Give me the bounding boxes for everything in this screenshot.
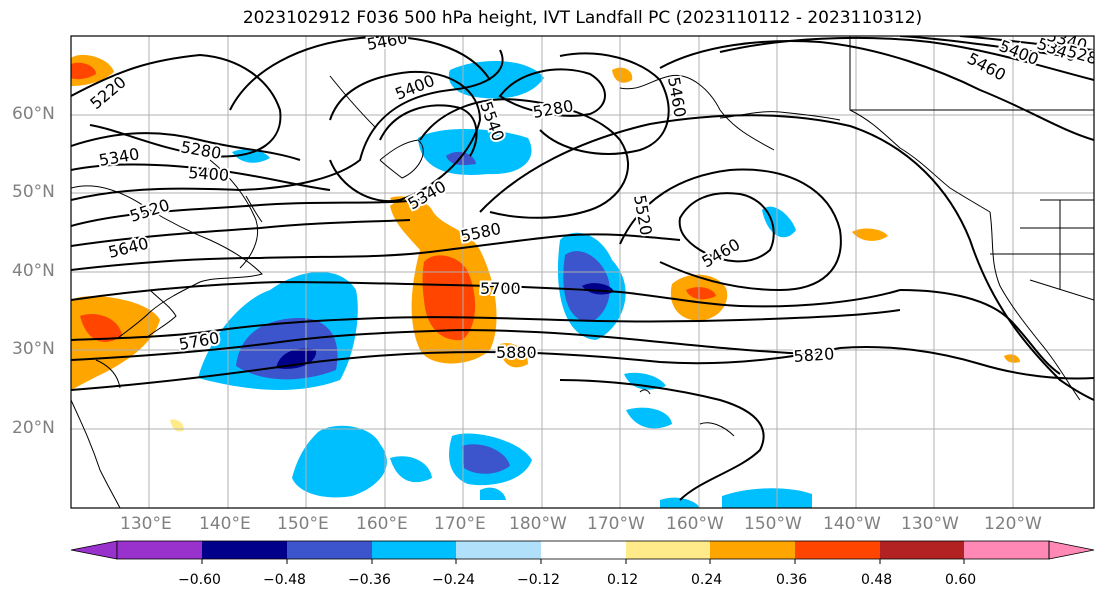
lon-label: 140°E xyxy=(199,514,251,534)
colorbar-bin xyxy=(456,541,541,559)
colorbar-tick-label: −0.12 xyxy=(517,572,560,588)
colorbar-tick-label: −0.24 xyxy=(432,572,475,588)
contour-label: 5400 xyxy=(188,163,230,185)
colorbar-bin xyxy=(287,541,372,559)
coastlines xyxy=(71,36,1094,508)
colorbar-bin xyxy=(964,541,1049,559)
lat-label: 20°N xyxy=(12,418,55,438)
lat-label: 60°N xyxy=(12,104,55,124)
colorbar-extend-low xyxy=(70,540,118,560)
contour-label: 5280 xyxy=(1065,42,1105,71)
contour-label: 5280 xyxy=(531,96,574,122)
lon-label: 170°W xyxy=(587,514,645,534)
lon-label: 170°E xyxy=(434,514,486,534)
colorbar-bin xyxy=(795,541,880,559)
height-contours xyxy=(71,36,1094,501)
colorbar-tick-label: 0.48 xyxy=(861,572,893,588)
colorbar-bin xyxy=(541,541,626,559)
contour-label: 5820 xyxy=(793,344,835,366)
colorbar-tick-label: −0.60 xyxy=(178,572,221,588)
colorbar-tick-label: 0.24 xyxy=(691,572,723,588)
colorbar-bin xyxy=(372,541,456,559)
lon-label: 180°W xyxy=(509,514,567,534)
map-title: 2023102912 F036 500 hPa height, IVT Land… xyxy=(242,8,923,28)
lon-label: 140°W xyxy=(823,514,881,534)
map-frame xyxy=(70,35,1095,509)
colorbar-bin xyxy=(117,541,202,559)
lon-label: 130°W xyxy=(901,514,959,534)
colorbar-tick-label: −0.36 xyxy=(348,572,391,588)
lon-label: 160°W xyxy=(666,514,724,534)
lat-label: 30°N xyxy=(12,339,55,359)
lat-label: 50°N xyxy=(12,182,55,202)
contour-label: 5520 xyxy=(630,193,656,236)
lon-label: 150°W xyxy=(744,514,802,534)
colorbar-tick-label: 0.12 xyxy=(607,572,639,588)
lon-label: 160°E xyxy=(356,514,408,534)
colorbar-bin xyxy=(880,541,964,559)
colorbar-tick-label: 0.60 xyxy=(945,572,977,588)
contour-label: 5460 xyxy=(365,28,408,54)
colorbar-tick-label: −0.48 xyxy=(263,572,306,588)
colorbar-bin xyxy=(710,541,795,559)
colorbar-outline xyxy=(116,540,1050,560)
lat-label: 40°N xyxy=(12,261,55,281)
ivt-negative-shading xyxy=(198,60,812,508)
colorbar xyxy=(70,540,1095,564)
colorbar-extend-high xyxy=(1048,540,1095,560)
contour-label: 5460 xyxy=(699,235,744,272)
graticule xyxy=(71,36,1094,508)
lon-label: 150°E xyxy=(277,514,329,534)
contour-label: 5880 xyxy=(496,343,537,362)
contour-label: 5700 xyxy=(480,279,521,298)
colorbar-bin xyxy=(626,541,710,559)
contour-label: 5280 xyxy=(179,137,222,163)
colorbar-tick-label: 0.36 xyxy=(776,572,808,588)
ivt-positive-shading xyxy=(71,54,1020,432)
colorbar-bin xyxy=(202,541,287,559)
lon-label: 120°W xyxy=(984,514,1042,534)
contour-label: 5580 xyxy=(459,219,503,246)
contour-label: 5640 xyxy=(106,234,150,262)
lon-label: 130°E xyxy=(120,514,172,534)
contour-label: 5340 xyxy=(97,144,140,170)
